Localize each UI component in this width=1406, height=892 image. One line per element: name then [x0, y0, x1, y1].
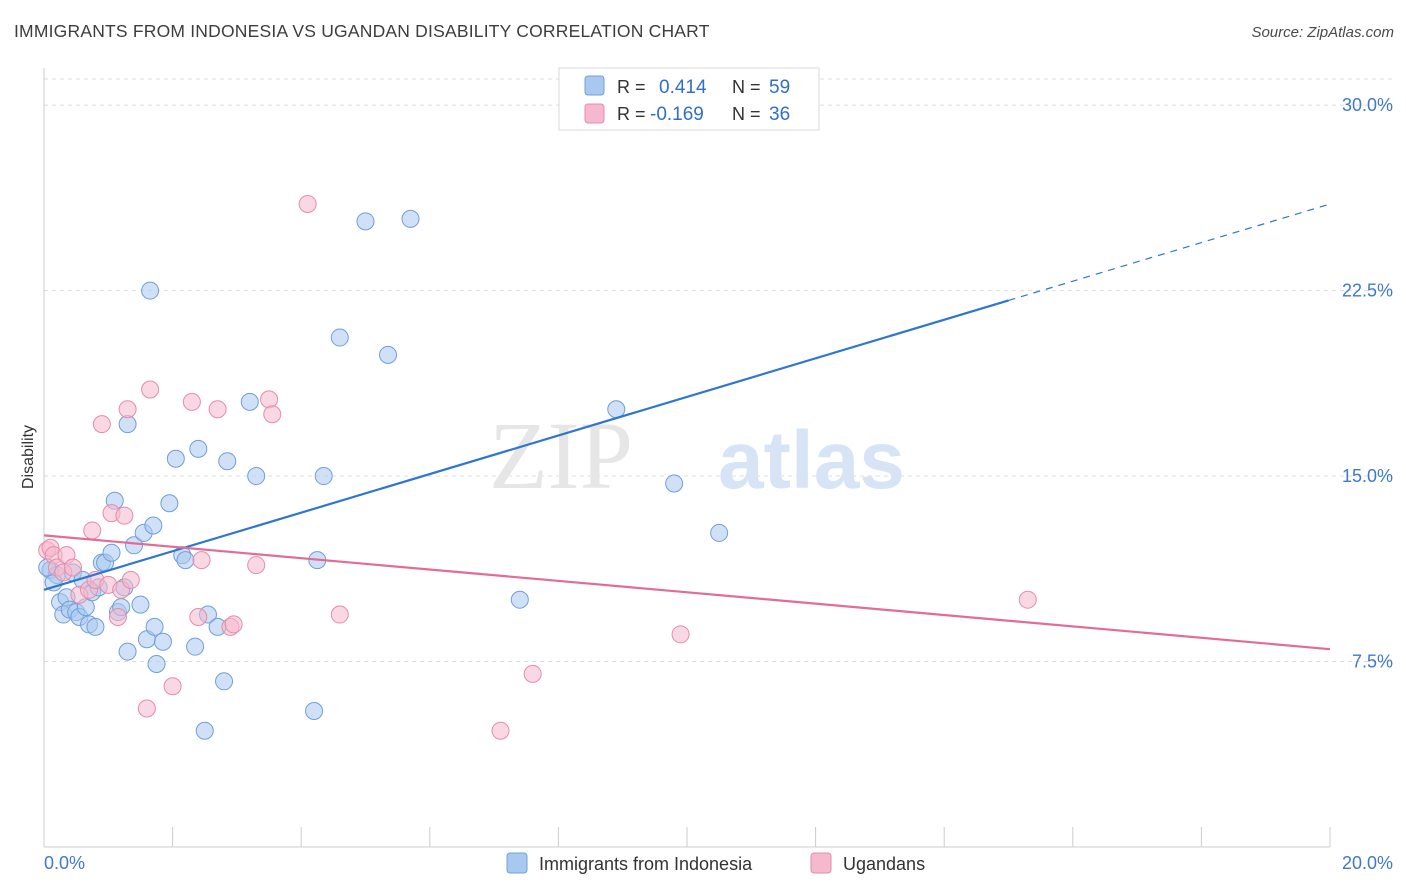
- data-point-pink: [115, 506, 134, 525]
- trend-line-blue: [43, 299, 1009, 591]
- data-point-pink: [182, 392, 201, 411]
- y-tick-label: 22.5%: [1342, 281, 1393, 301]
- x-tick-label-max: 20.0%: [1342, 853, 1393, 873]
- stats-n-label-pink: N =: [732, 104, 761, 124]
- series-legend: Immigrants from Indonesia Ugandans: [506, 852, 925, 874]
- trend-line-pink: [43, 534, 1331, 651]
- data-point-pink: [189, 608, 208, 627]
- stats-swatch-blue: [584, 75, 605, 96]
- data-point-blue: [330, 328, 349, 347]
- data-point-blue: [218, 452, 237, 471]
- stats-n-label-blue: N =: [732, 77, 761, 97]
- data-point-blue: [102, 543, 121, 562]
- data-point-blue: [147, 654, 166, 673]
- gridlines: [44, 78, 1393, 663]
- data-point-pink: [121, 570, 140, 589]
- data-point-blue: [510, 590, 529, 609]
- data-point-pink: [118, 400, 137, 419]
- data-point-pink: [208, 400, 227, 419]
- data-point-pink: [298, 195, 317, 214]
- watermark-atlas: atlas: [718, 415, 905, 506]
- data-point-pink: [192, 551, 211, 570]
- data-point-blue: [665, 474, 684, 493]
- y-tick-label: 7.5%: [1352, 652, 1393, 672]
- x-tick-label-min: 0.0%: [44, 853, 85, 873]
- stats-n-value-blue: 59: [769, 77, 790, 98]
- data-point-pink: [523, 664, 542, 683]
- data-point-blue: [141, 281, 160, 300]
- data-point-blue: [145, 617, 164, 636]
- data-point-blue: [215, 672, 234, 691]
- data-point-pink: [491, 721, 510, 740]
- data-point-blue: [160, 494, 179, 513]
- data-point-blue: [195, 721, 214, 740]
- stats-r-value-blue: 0.414: [659, 77, 707, 98]
- stats-swatch-pink: [584, 103, 605, 124]
- trend-extension-blue: [1008, 203, 1331, 302]
- data-point-blue: [710, 523, 729, 542]
- data-point-blue: [189, 439, 208, 458]
- stats-r-label-pink: R =: [617, 104, 646, 124]
- data-point-blue: [314, 467, 333, 486]
- watermark: ZIP atlas: [489, 402, 905, 509]
- data-point-blue: [144, 516, 163, 535]
- source-credit: Source: ZipAtlas.com: [1251, 24, 1394, 41]
- data-point-blue: [240, 392, 259, 411]
- data-point-pink: [224, 615, 243, 634]
- data-point-pink: [83, 521, 102, 540]
- data-point-blue: [379, 345, 398, 364]
- legend-label-indonesia: Immigrants from Indonesia: [539, 854, 753, 874]
- data-point-blue: [125, 536, 144, 555]
- data-point-blue: [166, 449, 185, 468]
- y-tick-labels: 7.5% 15.0% 22.5% 30.0%: [1342, 95, 1393, 671]
- data-point-blue: [118, 642, 137, 661]
- data-point-pink: [330, 605, 349, 624]
- data-point-pink: [1018, 590, 1037, 609]
- trend-lines: [43, 203, 1331, 651]
- stats-legend: R = 0.414 N = 59 R = -0.169 N = 36: [558, 67, 820, 131]
- data-point-pink: [163, 677, 182, 696]
- data-points: [38, 195, 1037, 740]
- data-point-pink: [263, 405, 282, 424]
- data-point-blue: [401, 209, 420, 228]
- data-point-blue: [86, 617, 105, 636]
- legend-label-ugandans: Ugandans: [843, 854, 925, 874]
- data-point-blue: [176, 551, 195, 570]
- data-point-blue: [247, 467, 266, 486]
- data-point-pink: [671, 625, 690, 644]
- stats-n-value-pink: 36: [769, 104, 790, 125]
- data-point-blue: [153, 632, 172, 651]
- data-point-pink: [92, 415, 111, 434]
- data-point-blue: [186, 637, 205, 656]
- chart-title: IMMIGRANTS FROM INDONESIA VS UGANDAN DIS…: [14, 21, 710, 41]
- data-point-pink: [63, 558, 82, 577]
- y-axis-label: Disability: [20, 425, 37, 489]
- data-point-blue: [131, 595, 150, 614]
- data-point-blue: [305, 701, 324, 720]
- watermark-zip: ZIP: [489, 402, 633, 509]
- data-point-blue: [356, 212, 375, 231]
- y-tick-label: 15.0%: [1342, 466, 1393, 486]
- legend-swatch-ugandans: [810, 852, 832, 874]
- data-point-pink: [247, 556, 266, 575]
- y-tick-label: 30.0%: [1342, 95, 1393, 115]
- data-point-pink: [108, 608, 127, 627]
- data-point-pink: [137, 699, 156, 718]
- stats-r-value-pink: -0.169: [650, 104, 704, 125]
- axes: [43, 68, 1331, 848]
- stats-r-label-blue: R =: [617, 77, 646, 97]
- data-point-pink: [141, 380, 160, 399]
- legend-swatch-indonesia: [506, 852, 528, 874]
- data-point-pink: [260, 390, 279, 409]
